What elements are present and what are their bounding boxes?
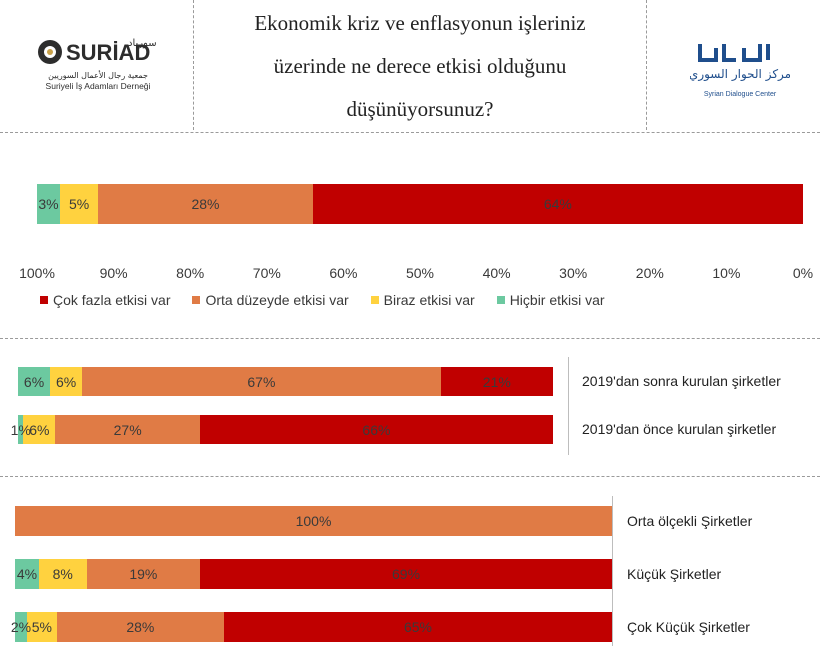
data-label: 64% xyxy=(543,196,572,212)
bar-segment-orta: 28% xyxy=(56,612,224,642)
row-label-small: Küçük Şirketler xyxy=(627,566,722,582)
axis-tick-label: 90% xyxy=(99,265,128,281)
axis-tick-label: 70% xyxy=(252,265,281,281)
bar-segment-orta: 28% xyxy=(98,184,313,224)
axis-tick-label: 60% xyxy=(329,265,358,281)
data-label: 66% xyxy=(362,421,391,438)
axis-tick-label: 80% xyxy=(176,265,205,281)
bar-segment-biraz: 5% xyxy=(26,612,57,642)
section-divider-1 xyxy=(0,132,820,133)
dialogue-center-arabic: مركز الحوار السوري xyxy=(690,67,790,82)
bar-segment-cok-fazla: 66% xyxy=(199,415,553,444)
data-label: 28% xyxy=(191,196,220,212)
data-label: 19% xyxy=(129,566,158,582)
bar-segment-hicbir: 2% xyxy=(11,612,31,642)
axis-tick-label: 10% xyxy=(712,265,741,281)
data-label: 4% xyxy=(16,566,38,582)
legend-label: Biraz etkisi var xyxy=(383,292,475,308)
title-line-1: Ekonomik kriz ve enflasyonun işleriniz xyxy=(254,11,586,35)
bar-segment-cok-fazla: 21% xyxy=(440,367,553,396)
suriad-logo-name: SURİAD xyxy=(66,40,150,65)
legend-item-hicbir: Hiçbir etkisi var xyxy=(496,292,605,308)
data-label: 27% xyxy=(113,421,142,438)
header-divider-left xyxy=(193,0,194,130)
dialogue-center-subtitle: Syrian Dialogue Center xyxy=(704,91,777,98)
data-label: 6% xyxy=(23,373,45,390)
legend-swatch xyxy=(40,296,48,304)
header-divider-right xyxy=(646,0,647,130)
axis-tick-label: 20% xyxy=(635,265,664,281)
axis-tick-label: 0% xyxy=(792,265,814,281)
suriad-logo-arabic: سورياد xyxy=(128,38,157,49)
bar-segment-hicbir: 1% xyxy=(11,415,31,444)
legend-item-orta: Orta düzeyde etkisi var xyxy=(192,292,349,308)
label-bracket-founding xyxy=(568,357,569,455)
data-label: 69% xyxy=(392,566,421,582)
axis-tick-label: 100% xyxy=(19,265,55,281)
data-label: 28% xyxy=(126,619,155,635)
data-label: 100% xyxy=(295,513,332,529)
chart-title: Ekonomik kriz ve enflasyonun işleriniz ü… xyxy=(210,2,630,131)
row-label-medium: Orta ölçekli Şirketler xyxy=(627,513,753,529)
data-label: 6% xyxy=(56,373,77,390)
data-label: 6% xyxy=(29,421,50,438)
legend-label: Çok fazla etkisi var xyxy=(53,292,171,308)
data-label: 1% xyxy=(10,421,31,438)
section-divider-3 xyxy=(0,476,820,477)
row-label-very-small: Çok Küçük Şirketler xyxy=(627,619,750,635)
bar-segment-biraz: 5% xyxy=(59,184,99,224)
bar-segment-orta: 100% xyxy=(15,506,612,536)
axis-tick-label: 30% xyxy=(559,265,588,281)
row-label-before-2019: 2019'dan önce kurulan şirketler xyxy=(582,421,777,437)
bar-segment-orta: 67% xyxy=(82,367,441,396)
row-label-after-2019: 2019'dan sonra kurulan şirketler xyxy=(582,373,781,389)
bar-segment-cok-fazla: 65% xyxy=(223,612,612,642)
data-label: 21% xyxy=(482,373,511,390)
bar-segment-biraz: 8% xyxy=(38,559,87,589)
bar-segment-cok-fazla: 64% xyxy=(312,184,803,224)
suriad-logo: SURİAD سورياد جمعية رجال الأعمال السوريي… xyxy=(32,34,162,94)
legend-swatch xyxy=(496,296,505,304)
data-label: 65% xyxy=(403,619,432,635)
data-label: 2% xyxy=(10,619,32,635)
bar-segment-orta: 27% xyxy=(55,415,200,444)
data-label: 3% xyxy=(38,196,59,212)
suriad-logo-arabic-sub: جمعية رجال الأعمال السوريين xyxy=(48,70,148,80)
bar-segment-hicbir: 6% xyxy=(18,367,51,396)
legend: Çok fazla etkisi var Orta düzeyde etkisi… xyxy=(40,292,605,308)
dialogue-center-logo-mark: مركز الحوار السوري Syrian Dialogue Cente… xyxy=(689,44,791,98)
section-divider-2 xyxy=(0,338,820,339)
bar-segment-cok-fazla: 69% xyxy=(200,559,612,589)
legend-label: Hiçbir etkisi var xyxy=(509,292,605,308)
axis-tick-label: 50% xyxy=(405,265,435,281)
bar-segment-hicbir: 3% xyxy=(37,184,60,224)
bar-segment-biraz: 6% xyxy=(50,367,83,396)
data-label: 5% xyxy=(69,196,90,212)
suriad-logo-subtitle: Suriyeli İş Adamları Derneği xyxy=(46,81,151,91)
label-bracket-size xyxy=(612,496,613,646)
data-label: 8% xyxy=(52,566,73,582)
legend-item-cok-fazla: Çok fazla etkisi var xyxy=(40,292,170,308)
title-line-2: üzerinde ne derece etkisi olduğunu xyxy=(273,54,567,78)
data-label: 5% xyxy=(31,619,52,635)
data-label: 67% xyxy=(247,373,276,390)
legend-swatch xyxy=(192,296,201,304)
legend-swatch xyxy=(370,296,379,304)
axis-tick-label: 40% xyxy=(482,265,511,281)
legend-item-biraz: Biraz etkisi var xyxy=(370,292,475,308)
syrian-dialogue-center-logo: مركز الحوار السوري Syrian Dialogue Cente… xyxy=(689,38,791,104)
bar-segment-hicbir: 4% xyxy=(15,559,39,589)
bar-segment-orta: 19% xyxy=(86,559,201,589)
title-line-3: düşünüyorsunuz? xyxy=(346,97,494,121)
suriad-logo-mark: SURİAD سورياد جمعية رجال الأعمال السوريي… xyxy=(38,38,157,91)
bar-segment-biraz: 6% xyxy=(23,415,56,444)
legend-label: Orta düzeyde etkisi var xyxy=(205,292,349,308)
